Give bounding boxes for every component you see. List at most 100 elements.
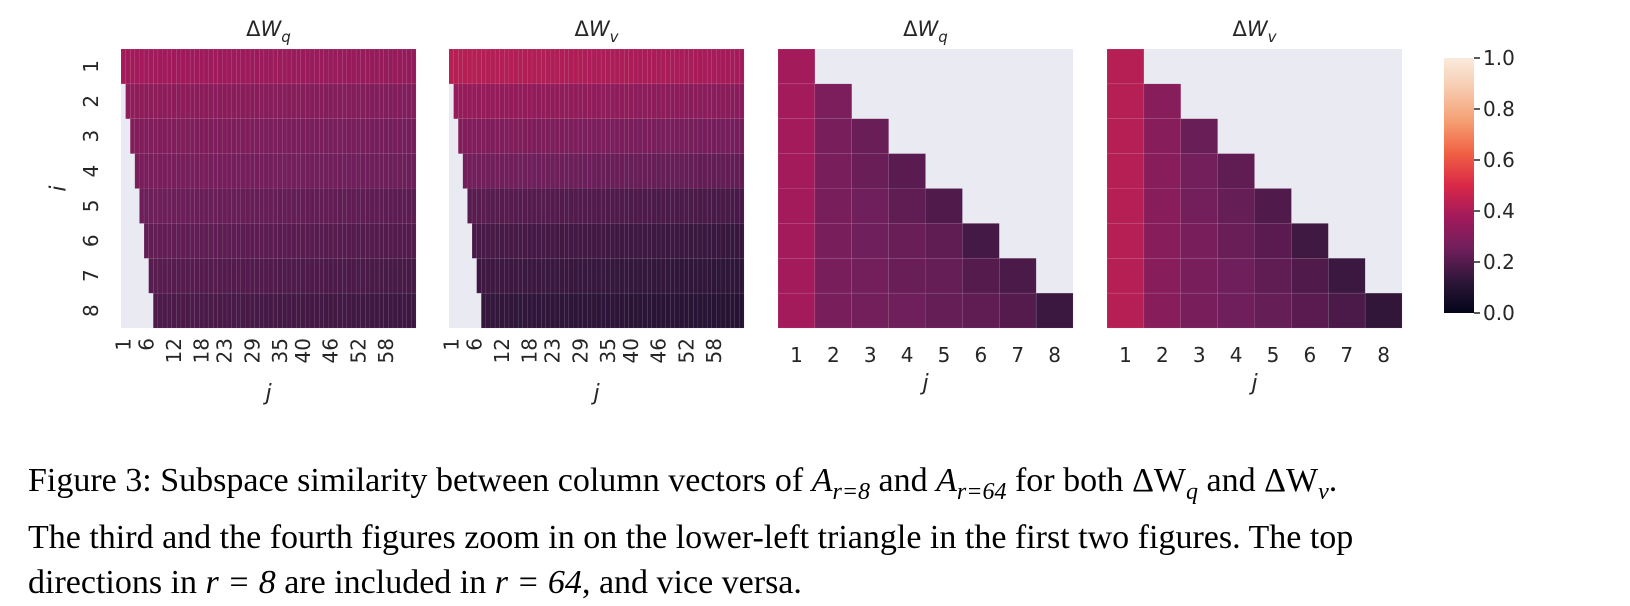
heatmap-cell	[665, 153, 671, 189]
heatmap-cell	[397, 153, 403, 189]
heatmap-cell	[596, 188, 602, 224]
heatmap-cell	[245, 258, 251, 294]
heatmap-cell	[888, 188, 926, 224]
heatmap-cell	[378, 258, 385, 294]
heatmap-cell	[582, 188, 588, 224]
heatmap-cell	[688, 188, 694, 224]
heatmap-cell	[1217, 153, 1255, 189]
heatmap-cell	[642, 153, 648, 189]
heatmap-cell	[573, 292, 579, 329]
heatmap-cell	[282, 153, 288, 189]
heatmap-cell	[337, 292, 343, 329]
heatmap-cell	[272, 118, 279, 154]
heatmap-cell	[517, 292, 524, 329]
heatmap-cell	[656, 83, 662, 120]
heatmap-cell	[240, 292, 246, 329]
x-tick-label: 18	[518, 338, 542, 363]
heatmap-cell	[851, 118, 889, 154]
heatmap-cell	[180, 118, 186, 154]
heatmap-cell	[628, 83, 634, 120]
heatmap-cell	[180, 153, 186, 189]
heatmap-cell	[660, 223, 666, 259]
heatmap-cell	[291, 292, 297, 329]
heatmap-cell	[600, 118, 607, 154]
heatmap-cell	[212, 118, 219, 154]
heatmap-cell	[295, 153, 302, 189]
heatmap-cell	[378, 188, 385, 224]
heatmap-cell	[305, 292, 311, 329]
heatmap-cell	[199, 292, 205, 329]
caption-line-2: The third and the fourth figures zoom in…	[28, 518, 1354, 556]
heatmap-cell	[605, 48, 611, 85]
heatmap-cell	[508, 223, 514, 259]
heatmap-cell	[189, 223, 196, 259]
heatmap-cell	[814, 188, 853, 224]
heatmap-cell	[351, 118, 357, 154]
heatmap-cell	[199, 83, 205, 120]
heatmap-cell	[282, 223, 288, 259]
heatmap-cell	[406, 223, 412, 259]
heatmap-cell	[540, 292, 547, 329]
heatmap-cell	[332, 292, 338, 329]
heatmap-cell	[235, 258, 242, 294]
heatmap-cell	[656, 258, 662, 294]
heatmap-cell	[527, 118, 533, 154]
y-axis-label: i	[47, 185, 72, 191]
heatmap-cell	[962, 258, 1000, 294]
heatmap-cell	[605, 223, 611, 259]
x-tick-label: 52	[346, 338, 370, 363]
heatmap-cell	[328, 188, 334, 224]
y-tick-label: 2	[79, 95, 103, 108]
heatmap-cell	[508, 188, 514, 224]
heatmap-cell	[545, 48, 551, 85]
heatmap-cell	[249, 258, 255, 294]
heatmap-cell	[527, 188, 533, 224]
heatmap-cell	[504, 223, 510, 259]
heatmap-cell	[725, 223, 731, 259]
heatmap-cell	[697, 188, 703, 224]
heatmap-cell	[925, 258, 963, 294]
heatmap-cell	[471, 188, 477, 224]
heatmap-cell	[157, 48, 163, 85]
heatmap-cell	[679, 83, 685, 120]
heatmap-cell	[716, 223, 722, 259]
heatmap-cell	[157, 258, 163, 294]
heatmap-cell	[851, 292, 889, 329]
heatmap-cell	[540, 188, 547, 224]
heatmap-cell	[318, 292, 325, 329]
heatmap-cell	[208, 48, 214, 85]
heatmap-cell	[665, 292, 671, 329]
heatmap-cell	[406, 188, 412, 224]
heatmap-cell	[369, 153, 375, 189]
heatmap-cell	[577, 292, 583, 329]
heatmap-cell	[180, 258, 186, 294]
heatmap-cell	[563, 118, 570, 154]
heatmap-cell	[522, 223, 528, 259]
heatmap-cell	[582, 48, 588, 85]
heatmap-cell	[642, 292, 648, 329]
heatmap-cell	[263, 118, 269, 154]
heatmap-cell	[587, 153, 593, 189]
heatmap-cell	[240, 223, 246, 259]
heatmap-cell	[851, 188, 889, 224]
heatmap-cell	[656, 118, 662, 154]
heatmap-cell	[254, 223, 260, 259]
heatmap-cell	[545, 258, 551, 294]
heatmap-cell	[337, 223, 343, 259]
heatmap-cell	[194, 48, 200, 85]
caption-math: q	[1186, 478, 1199, 505]
caption-math: v	[1318, 478, 1329, 505]
heatmap-cell	[254, 153, 260, 189]
heatmap-cell	[388, 188, 394, 224]
heatmap-cell	[1217, 258, 1255, 294]
heatmap-cell	[490, 48, 496, 85]
heatmap-cell	[148, 258, 154, 294]
heatmap-cell	[203, 153, 209, 189]
heatmap-cell	[628, 153, 634, 189]
caption-text: .	[1328, 462, 1338, 499]
heatmap-cell	[240, 188, 246, 224]
heatmap-cell	[693, 258, 699, 294]
heatmap-cell	[554, 223, 560, 259]
heatmap-panel-3: ΔWq 1 2 3 4 5 6 7 8 j	[777, 17, 1074, 396]
heatmap-cell	[702, 118, 708, 154]
